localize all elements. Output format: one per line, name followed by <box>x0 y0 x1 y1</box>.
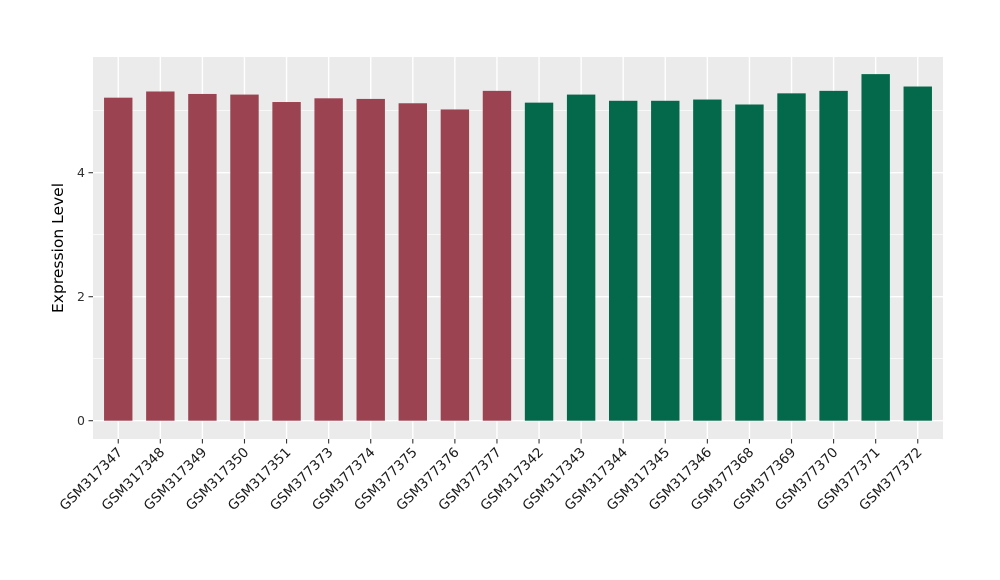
bar-GSM377372 <box>903 86 932 421</box>
bar-GSM317344 <box>608 100 638 421</box>
bar-GSM317345 <box>651 100 680 421</box>
bar-GSM317350 <box>230 94 259 421</box>
bar-GSM377373 <box>314 98 343 421</box>
bar-GSM317351 <box>272 102 301 421</box>
bar-GSM377371 <box>861 74 890 421</box>
chart-plot-area: 024GSM317347GSM317348GSM317349GSM317350G… <box>57 57 943 514</box>
y-tick-label: 4 <box>77 165 85 180</box>
bar-GSM317347 <box>104 97 133 421</box>
bar-GSM377369 <box>777 93 806 421</box>
bar-GSM377374 <box>356 98 385 421</box>
bar-GSM317349 <box>188 93 217 421</box>
panel-background <box>93 57 943 439</box>
bar-GSM317346 <box>693 99 722 421</box>
bar-GSM377368 <box>735 104 764 421</box>
bar-GSM377376 <box>440 109 470 421</box>
y-axis-title: Expression Level <box>49 183 67 313</box>
bar-GSM317343 <box>566 94 596 421</box>
bar-GSM317348 <box>146 91 175 421</box>
y-tick-label: 0 <box>77 413 85 428</box>
bar-GSM377377 <box>482 90 512 421</box>
y-tick-label: 2 <box>77 289 85 304</box>
bar-GSM377370 <box>819 90 848 421</box>
bar-GSM317342 <box>524 102 554 421</box>
bar-GSM377375 <box>398 103 428 421</box>
